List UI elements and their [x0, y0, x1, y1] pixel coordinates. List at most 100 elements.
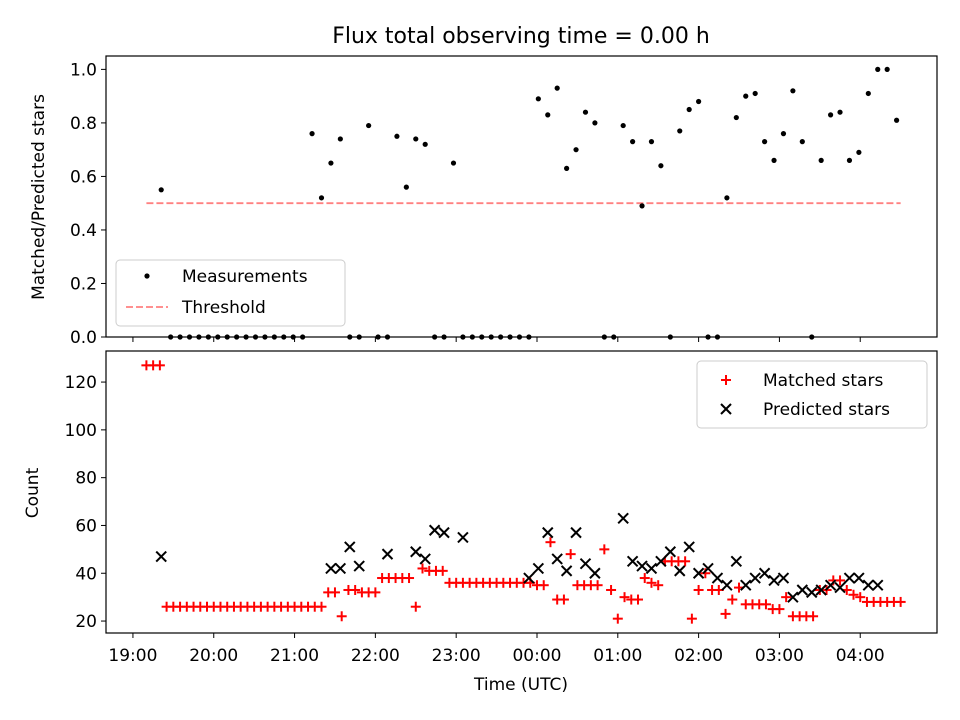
predicted-star-marker	[438, 526, 450, 539]
predicted-star-marker	[787, 591, 799, 603]
measurement-point	[790, 88, 796, 94]
matched-star-marker	[680, 556, 691, 567]
predicted-star-marker	[664, 546, 677, 558]
bottom-y-tick-label: 120	[65, 373, 97, 393]
bottom-y-tick-label: 100	[65, 421, 97, 441]
predicted-star-marker	[589, 567, 601, 579]
legend-matched-label: Matched stars	[763, 371, 883, 391]
predicted-star-marker	[862, 579, 875, 591]
predicted-star-marker	[410, 546, 422, 558]
x-tick-label: 04:00	[836, 646, 885, 666]
predicted-star-marker	[834, 581, 846, 594]
measurement-point	[639, 203, 645, 209]
predicted-star-marker	[655, 555, 667, 568]
predicted-star-stroke-b	[381, 548, 394, 560]
measurement-point	[450, 160, 457, 166]
measurement-point	[818, 157, 824, 163]
measurement-point	[554, 85, 560, 91]
predicted-star-stroke-b	[749, 572, 761, 584]
predicted-star-stroke-b	[438, 526, 450, 539]
measurement-point	[366, 122, 372, 129]
measurement-point	[856, 149, 862, 155]
predicted-star-marker	[721, 579, 733, 591]
predicted-star-stroke-b	[674, 565, 686, 577]
predicted-star-stroke-b	[570, 526, 582, 539]
bottom-marks	[141, 360, 906, 624]
predicted-star-stroke-b	[344, 541, 356, 553]
predicted-star-stroke-b	[758, 567, 771, 579]
bottom-x-ticks: 19:00 20:00 21:00 22:00 23:00 00:00 01:00 02:00…	[108, 633, 885, 666]
predicted-star-marker	[523, 572, 535, 584]
matched-star-marker	[606, 584, 617, 595]
predicted-star-marker	[711, 572, 724, 584]
top-y-tick-label: 1.0	[70, 60, 97, 80]
matched-star-marker	[370, 587, 381, 598]
predicted-star-marker	[344, 541, 356, 553]
predicted-star-stroke-b	[815, 584, 827, 596]
predicted-star-marker	[740, 579, 752, 591]
x-tick-label: 01:00	[593, 646, 642, 666]
measurement-point	[724, 195, 730, 201]
x-tick-label: 02:00	[674, 646, 723, 666]
matched-star-marker	[653, 580, 664, 591]
measurement-point	[884, 66, 890, 72]
predicted-star-stroke-b	[457, 531, 469, 544]
top-legend: Measurements Threshold	[115, 259, 346, 327]
predicted-star-stroke-b	[532, 562, 545, 575]
predicted-star-stroke-b	[579, 557, 592, 570]
predicted-star-marker	[843, 572, 856, 584]
measurement-point	[893, 117, 900, 123]
measurement-point	[620, 122, 626, 129]
matched-star-marker	[760, 599, 771, 610]
predicted-star-marker	[570, 526, 582, 539]
x-axis-label: Time (UTC)	[473, 675, 568, 695]
predicted-star-marker	[692, 567, 705, 579]
top-x-ticks	[132, 337, 861, 342]
predicted-star-marker	[645, 562, 658, 575]
measurement-point	[535, 96, 541, 102]
matched-star-marker	[437, 565, 448, 576]
predicted-star-marker	[872, 579, 884, 591]
predicted-star-stroke-b	[683, 541, 695, 553]
matched-star-marker	[538, 580, 549, 591]
matched-star-marker	[545, 537, 556, 548]
measurement-point	[686, 106, 692, 113]
predicted-star-stroke-b	[551, 553, 563, 565]
matched-star-marker	[646, 577, 657, 588]
measurement-point	[592, 120, 598, 126]
predicted-star-marker	[428, 524, 441, 536]
predicted-star-marker	[730, 555, 743, 568]
measurement-point	[733, 114, 739, 121]
measurement-point	[762, 139, 768, 145]
measurement-point	[564, 165, 570, 171]
bottom-y-tick-label: 20	[75, 612, 97, 632]
predicted-star-stroke-b	[655, 555, 667, 568]
legend-predicted-marker	[720, 403, 732, 415]
predicted-star-stroke-b	[853, 572, 865, 584]
matched-star-marker	[619, 592, 630, 603]
predicted-star-stroke-b	[542, 526, 554, 539]
measurement-point	[865, 90, 871, 97]
top-y-tick-label: 0.6	[70, 167, 97, 187]
measurement-point	[403, 184, 409, 190]
matched-star-marker	[404, 573, 415, 584]
measurement-point	[158, 187, 164, 193]
top-y-ticks: 0.0 0.2 0.4 0.6 0.8 1.0	[70, 60, 106, 348]
x-tick-label: 03:00	[755, 646, 804, 666]
predicted-star-marker	[702, 562, 714, 575]
predicted-star-stroke-b	[768, 574, 780, 587]
matched-star-marker	[808, 611, 819, 622]
predicted-star-marker	[806, 586, 818, 599]
predicted-star-stroke-b	[834, 581, 846, 594]
predicted-star-stroke-b	[428, 524, 441, 536]
matched-star-marker	[727, 594, 738, 605]
bottom-y-tick-label: 40	[75, 564, 97, 584]
predicted-star-stroke-b	[702, 562, 714, 575]
predicted-star-stroke-b	[740, 579, 752, 591]
predicted-star-stroke-b	[872, 579, 884, 591]
predicted-star-stroke-b	[325, 562, 337, 575]
predicted-star-marker	[155, 550, 167, 563]
top-y-tick-label: 0.8	[70, 114, 97, 134]
matched-star-marker	[693, 584, 704, 595]
predicted-star-stroke-b	[617, 512, 629, 524]
